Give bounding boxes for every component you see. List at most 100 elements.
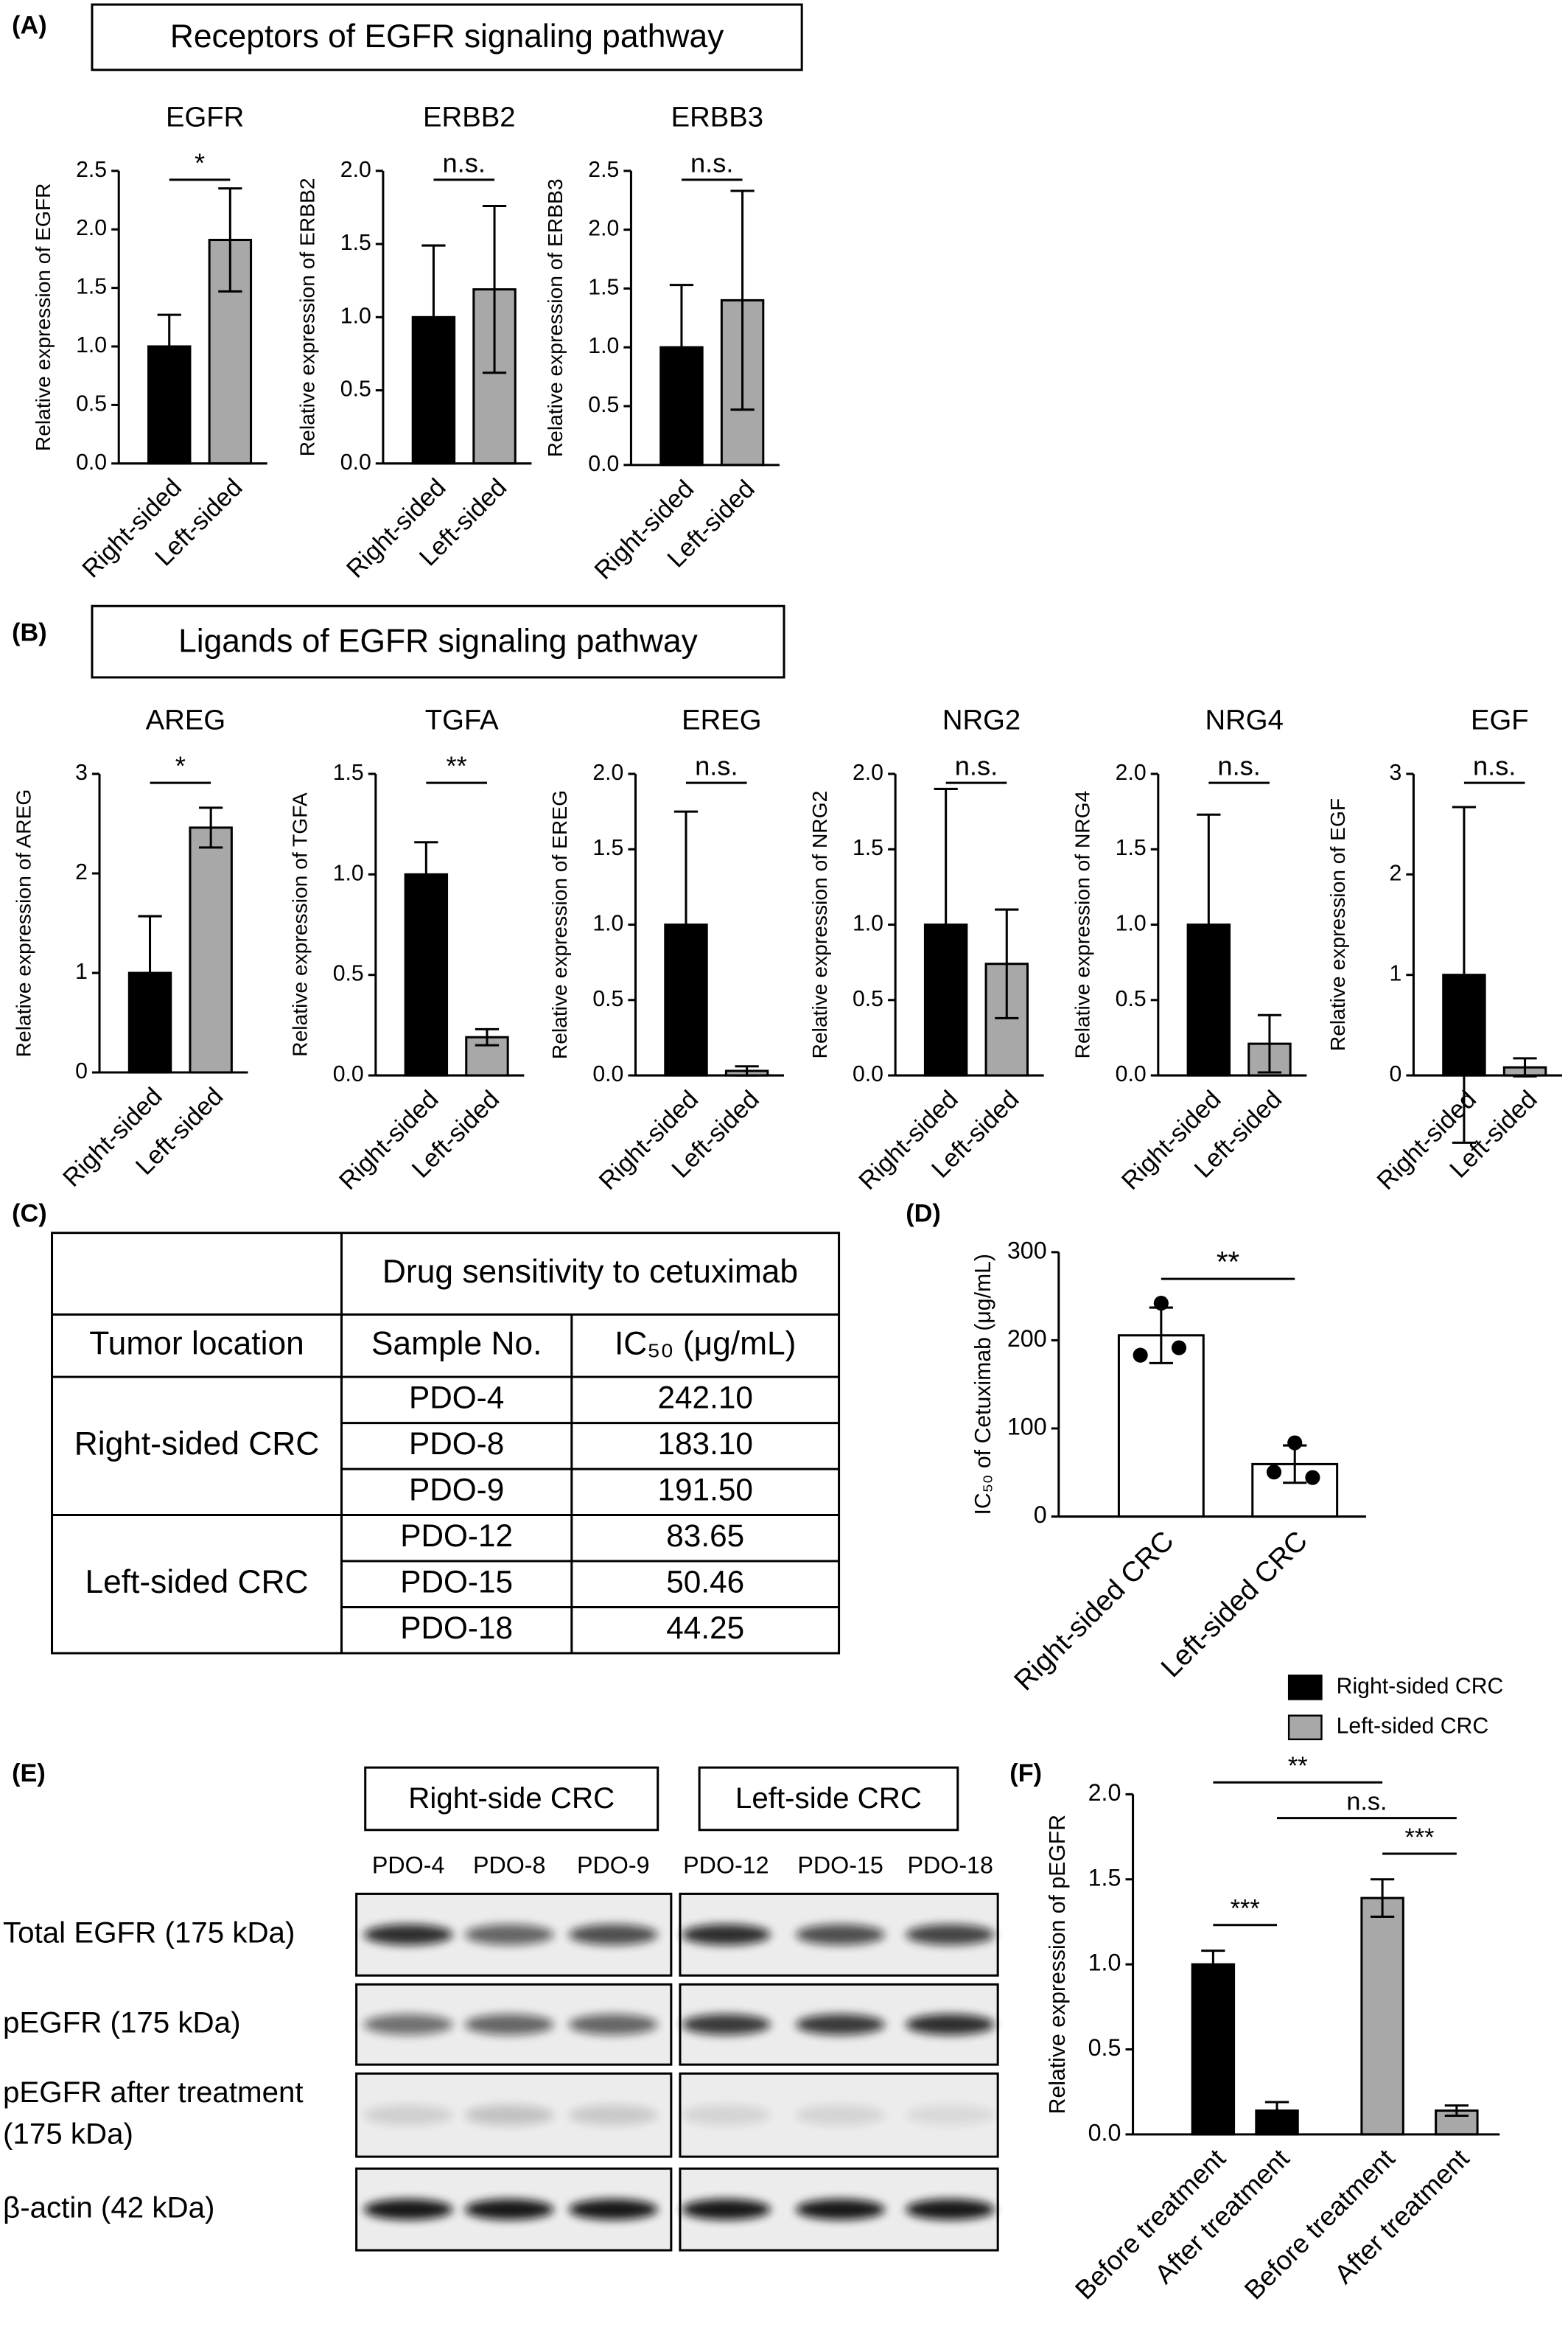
y-tick-label: 2.0 (340, 158, 371, 182)
error-bar (157, 313, 181, 380)
sample-label: PDO-9 (577, 1852, 650, 1879)
table-cell: PDO-4 (409, 1381, 504, 1415)
error-bar (218, 187, 242, 293)
y-axis-label: Relative expression of NRG4 (1071, 791, 1094, 1059)
blot-band (568, 2199, 658, 2220)
blot-band (681, 1924, 771, 1945)
blot-row-label: pEGFR after treatment (3, 2076, 304, 2109)
y-tick-label: 1.5 (1088, 1864, 1121, 1891)
x-tick-label: After treatment (1329, 2143, 1475, 2290)
significance-label: ** (447, 751, 467, 781)
y-axis-label: IC₅₀ of Cetuximab (μg/mL) (971, 1254, 995, 1515)
y-axis-label: Relative expression of pEGFR (1046, 1815, 1070, 2114)
error-bar (199, 806, 223, 849)
blot-row-label: (175 kDa) (3, 2118, 133, 2151)
chart-title: EGFR (166, 101, 244, 133)
y-tick-label: 0.5 (853, 987, 883, 1011)
significance-label: n.s. (443, 147, 486, 178)
y-tick-label: 0.0 (333, 1062, 364, 1086)
significance-label: ** (1288, 1752, 1308, 1780)
blot-group: Right-side CRC (408, 1781, 615, 1815)
significance-label: * (175, 751, 186, 781)
data-point (1305, 1470, 1320, 1485)
error-bar (421, 244, 446, 391)
y-tick-label: 2.0 (592, 761, 623, 785)
y-tick-label: 1.5 (76, 275, 107, 299)
column-header: IC₅₀ (μg/mL) (615, 1326, 797, 1362)
y-tick-label: 1.0 (592, 912, 623, 936)
section-box (91, 604, 785, 679)
significance-label: n.s. (690, 147, 733, 178)
blot-band (906, 2014, 995, 2035)
y-axis-label: Relative expression of ERBB3 (543, 178, 567, 457)
significance-label: n.s. (1217, 751, 1260, 781)
y-tick-label: 2 (75, 860, 88, 884)
panel-label: (F) (1009, 1759, 1042, 1787)
table-header: Drug sensitivity to cetuximab (382, 1254, 798, 1290)
blot-band (363, 1924, 453, 1945)
y-tick-label: 1.5 (592, 836, 623, 860)
bar (1191, 1963, 1236, 2136)
significance-label: * (195, 147, 205, 178)
y-axis-label: Relative expression of EGFR (31, 183, 55, 451)
tumor-location: Left-sided CRC (85, 1564, 308, 1600)
data-point (1266, 1465, 1282, 1480)
table-cell: 44.25 (666, 1610, 744, 1645)
panel-label: (D) (906, 1200, 941, 1228)
y-axis-label: Relative expression of EGF (1326, 798, 1349, 1051)
blot-band (796, 2014, 886, 2035)
blot-band (681, 2104, 771, 2126)
y-tick-label: 1.0 (333, 861, 364, 885)
group-box (364, 1766, 659, 1832)
y-tick-label: 300 (1007, 1237, 1047, 1263)
blot-band (906, 2104, 995, 2126)
bar (1360, 1896, 1404, 2136)
y-tick-label: 0.5 (588, 393, 619, 417)
bar (189, 826, 233, 1074)
y-tick-label: 0.5 (76, 391, 107, 416)
y-axis-label: Relative expression of NRG2 (808, 791, 831, 1059)
y-tick-label: 2.0 (588, 217, 619, 241)
y-tick-label: 0.5 (592, 987, 623, 1011)
blot-band (464, 2014, 554, 2035)
error-bar (1370, 1878, 1395, 1919)
sample-label: PDO-18 (907, 1852, 993, 1879)
y-tick-label: 1.5 (1116, 836, 1147, 860)
chart-title: TGFA (425, 705, 499, 736)
chart-title: ERBB3 (671, 101, 763, 133)
data-point (1171, 1340, 1187, 1355)
blot-row-label: Total EGFR (175 kDa) (3, 1916, 295, 1949)
table-cell: 83.65 (666, 1518, 744, 1553)
y-tick-label: 2.0 (1088, 1779, 1121, 1806)
blot-band (464, 2104, 554, 2126)
table-cell: 183.10 (658, 1426, 753, 1461)
chart-title: NRG4 (1205, 705, 1284, 736)
error-bar (1201, 1950, 1225, 1980)
blot-row-label: β-actin (42 kDa) (3, 2191, 214, 2224)
blot-band (796, 1924, 886, 1945)
panel-label: (C) (12, 1200, 47, 1228)
chart-title: AREG (146, 705, 225, 736)
error-bar (673, 810, 699, 1039)
error-bar (934, 787, 958, 1062)
blot-band (464, 1924, 554, 1945)
y-tick-label: 1 (1389, 962, 1401, 986)
y-tick-label: 0.5 (1116, 987, 1147, 1011)
section-box (91, 3, 803, 71)
chart-title: ERBB2 (423, 101, 515, 133)
blot-band (796, 2199, 886, 2220)
blot-band (568, 2104, 658, 2126)
y-tick-label: 0.0 (1116, 1062, 1147, 1086)
chart-title: EREG (682, 705, 761, 736)
data-point (1153, 1296, 1169, 1311)
y-axis-label: Relative expression of TGFA (288, 792, 312, 1057)
blot-band (464, 2199, 554, 2220)
y-tick-label: 3 (1389, 761, 1401, 785)
y-tick-label: 1.0 (853, 912, 883, 936)
error-bar (475, 1027, 500, 1047)
y-tick-label: 1.0 (588, 334, 619, 358)
legend-label: Left-sided CRC (1337, 1714, 1489, 1739)
bar (1117, 1334, 1205, 1518)
blot-band (568, 1924, 658, 1945)
data-point (1287, 1435, 1303, 1451)
